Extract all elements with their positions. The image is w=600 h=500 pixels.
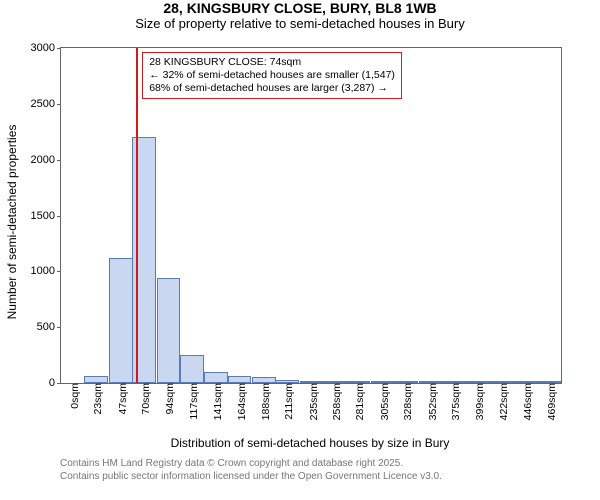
histogram-bar <box>157 278 181 383</box>
x-tick-label: 70sqm <box>136 383 152 415</box>
reference-line <box>136 48 138 383</box>
x-tick-label: 352sqm <box>423 383 439 420</box>
plot-frame: 28 KINGSBURY CLOSE: 74sqm← 32% of semi-d… <box>60 47 562 384</box>
annotation-line: 68% of semi-detached houses are larger (… <box>149 82 395 95</box>
x-tick-label: 0sqm <box>65 383 81 409</box>
chart-container: Number of semi-detached properties 28 KI… <box>0 35 600 500</box>
annotation-line: ← 32% of semi-detached houses are smalle… <box>149 69 395 82</box>
x-tick-label: 258sqm <box>327 383 343 420</box>
x-tick-label: 446sqm <box>518 383 534 420</box>
footer-line-1: Contains HM Land Registry data © Crown c… <box>60 458 442 471</box>
y-tick-label: 0 <box>49 377 61 389</box>
x-tick-label: 94sqm <box>160 383 176 415</box>
x-tick-label: 235sqm <box>304 383 320 420</box>
x-tick-label: 399sqm <box>470 383 486 420</box>
x-tick-label: 281sqm <box>350 383 366 420</box>
x-tick-label: 211sqm <box>279 383 295 420</box>
y-tick-label: 1000 <box>31 265 61 277</box>
histogram-bar <box>180 355 204 383</box>
x-tick-label: 188sqm <box>256 383 272 420</box>
annotation-box: 28 KINGSBURY CLOSE: 74sqm← 32% of semi-d… <box>142 52 402 99</box>
annotation-line: 28 KINGSBURY CLOSE: 74sqm <box>149 56 395 69</box>
y-tick-label: 2000 <box>31 154 61 166</box>
histogram-bar <box>228 376 252 383</box>
y-tick-label: 500 <box>37 321 61 333</box>
histogram-bar <box>109 258 133 383</box>
x-tick-label: 164sqm <box>232 383 248 420</box>
x-tick-label: 141sqm <box>208 383 224 420</box>
y-tick-label: 1500 <box>31 210 61 222</box>
y-tick-label: 3000 <box>31 42 61 54</box>
y-tick-label: 2500 <box>31 98 61 110</box>
y-axis-label: Number of semi-detached properties <box>5 124 19 319</box>
x-tick-label: 305sqm <box>375 383 391 420</box>
x-tick-label: 375sqm <box>446 383 462 420</box>
x-tick-label: 47sqm <box>113 383 129 415</box>
plot-area: 28 KINGSBURY CLOSE: 74sqm← 32% of semi-d… <box>61 48 561 383</box>
x-tick-label: 117sqm <box>184 383 200 420</box>
footer-attribution: Contains HM Land Registry data © Crown c… <box>60 458 442 483</box>
footer-line-2: Contains public sector information licen… <box>60 471 442 484</box>
histogram-bar <box>204 372 228 383</box>
x-tick-label: 23sqm <box>88 383 104 415</box>
x-axis-label: Distribution of semi-detached houses by … <box>60 436 560 450</box>
x-tick-label: 422sqm <box>494 383 510 420</box>
x-tick-label: 328sqm <box>398 383 414 420</box>
page-subtitle: Size of property relative to semi-detach… <box>0 16 600 31</box>
x-tick-label: 469sqm <box>542 383 558 420</box>
page-title: 28, KINGSBURY CLOSE, BURY, BL8 1WB <box>0 0 600 16</box>
